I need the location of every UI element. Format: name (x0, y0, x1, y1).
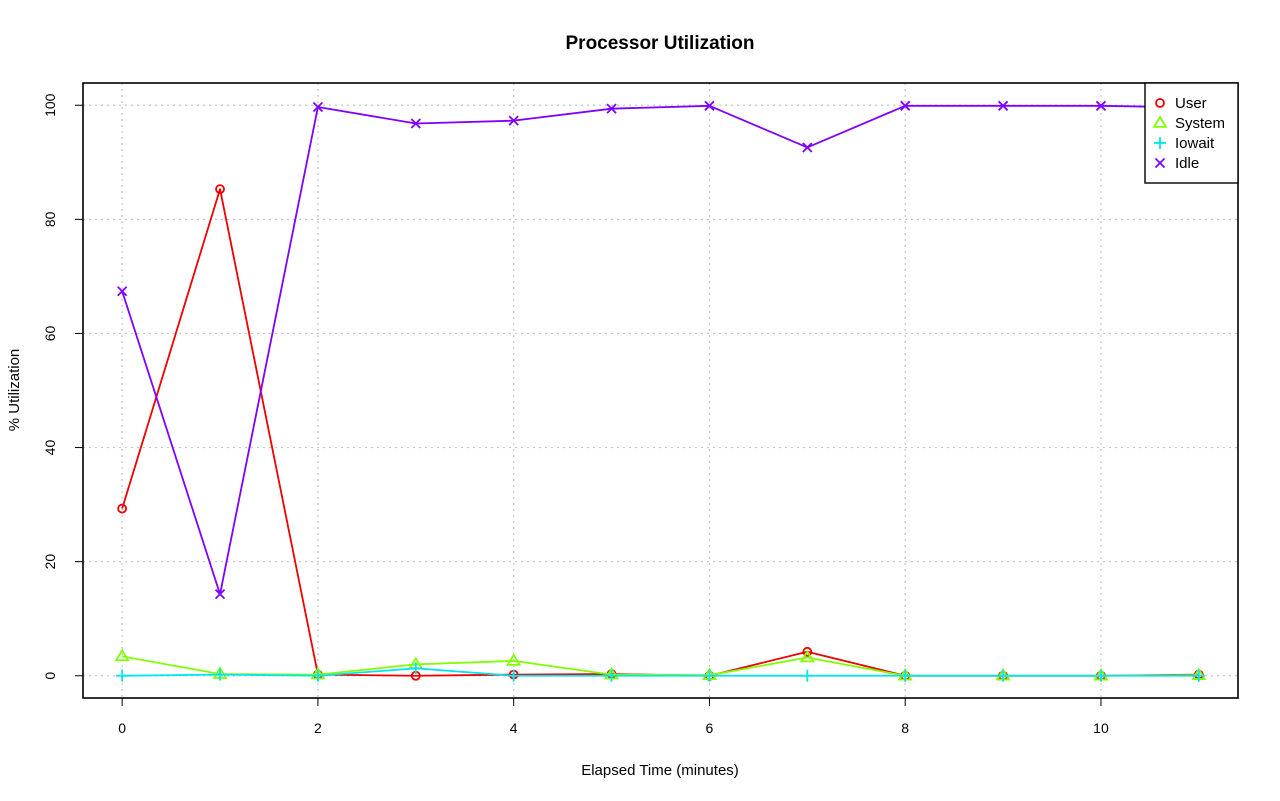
y-tick-label: 60 (42, 325, 58, 341)
triangle-marker-shape (506, 653, 522, 666)
cross-marker-b (312, 101, 324, 113)
legend-marker-system (1152, 115, 1168, 128)
data-point-system (114, 648, 130, 662)
data-point-system (506, 653, 522, 666)
x-tick-label: 4 (510, 720, 518, 736)
circle-marker-shape (802, 646, 813, 657)
legend-item-iowait: Iowait (1154, 135, 1215, 152)
data-point-idle (117, 286, 128, 297)
cross-marker-b (997, 100, 1009, 111)
data-point-iowait (1094, 669, 1107, 682)
data-point-iowait (409, 662, 422, 675)
cross-marker-b (1154, 157, 1166, 169)
circle-marker-shape (215, 184, 225, 195)
data-point-idle (214, 589, 226, 600)
data-point-idle (802, 142, 813, 153)
series-line-iowait (122, 667, 1199, 677)
cross-marker-b (1095, 100, 1107, 111)
legend: User System Iowait Idle (1144, 82, 1239, 184)
data-point-idle (410, 118, 421, 129)
data-point-iowait (214, 668, 227, 681)
y-tick-label: 20 (42, 554, 58, 570)
cross-marker-b (410, 118, 421, 129)
legend-marker-user (1155, 98, 1165, 108)
legend-label-system: System (1175, 115, 1225, 132)
data-point-idle (312, 101, 324, 113)
x-axis-title: Elapsed Time (minutes) (581, 762, 739, 779)
series-user (117, 184, 1204, 681)
legend-marker-iowait (1154, 137, 1166, 149)
legend-label-iowait: Iowait (1175, 135, 1215, 152)
legend-item-user: User (1155, 95, 1207, 112)
series-line-idle (121, 104, 1199, 596)
chart-title: Processor Utilization (566, 33, 755, 54)
cross-marker-b (508, 115, 519, 126)
plot-frame (82, 82, 1239, 699)
data-point-idle (508, 115, 519, 126)
y-tick-label: 80 (42, 211, 58, 227)
data-point-iowait (605, 669, 618, 682)
triangle-marker-shape (799, 649, 815, 663)
cross-marker-b (704, 100, 715, 111)
data-point-iowait (311, 669, 324, 682)
triangle-marker-shape (1152, 115, 1168, 128)
data-point-user (215, 184, 225, 195)
data-point-iowait (899, 669, 912, 682)
x-tick-label: 0 (118, 720, 126, 736)
x-tick-label: 10 (1093, 720, 1109, 736)
series-line-system (121, 655, 1199, 677)
x-tick-label: 8 (901, 720, 909, 736)
legend-label-idle: Idle (1175, 155, 1199, 172)
data-point-user (117, 503, 128, 514)
data-point-idle (606, 103, 617, 114)
x-tick-label: 2 (314, 720, 322, 736)
series-idle (117, 100, 1204, 600)
y-tick-label: 40 (42, 440, 58, 456)
series-iowait (116, 662, 1205, 682)
data-point-iowait (703, 669, 716, 682)
y-axis-title: % Utilization (6, 349, 23, 432)
x-tick-label: 6 (706, 720, 714, 736)
data-point-system (799, 649, 815, 663)
data-point-idle (1095, 100, 1107, 111)
triangle-marker-shape (114, 648, 130, 662)
data-point-iowait (997, 669, 1010, 682)
legend-item-idle: Idle (1154, 155, 1199, 172)
data-point-iowait (507, 669, 520, 682)
series-line-user (121, 188, 1199, 677)
data-point-iowait (801, 669, 814, 682)
legend-label-user: User (1175, 95, 1207, 112)
data-point-user (802, 646, 813, 657)
circle-marker-shape (1155, 98, 1165, 108)
circle-marker-shape (117, 503, 128, 514)
data-point-idle (900, 100, 911, 111)
data-point-iowait (116, 669, 129, 682)
data-point-idle (997, 100, 1009, 111)
grid-lines (83, 83, 1238, 698)
cross-marker-b (214, 589, 226, 600)
cross-marker-b (606, 103, 617, 114)
data-point-iowait (1192, 669, 1205, 682)
cross-marker-b (900, 100, 911, 111)
y-tick-label: 100 (42, 93, 58, 117)
legend-marker-idle (1154, 157, 1166, 169)
cross-marker-b (117, 286, 128, 297)
legend-item-system: System (1152, 115, 1225, 132)
y-tick-label: 0 (42, 672, 58, 680)
cross-marker-b (802, 142, 813, 153)
data-point-idle (704, 100, 715, 111)
series-layer (114, 100, 1207, 682)
